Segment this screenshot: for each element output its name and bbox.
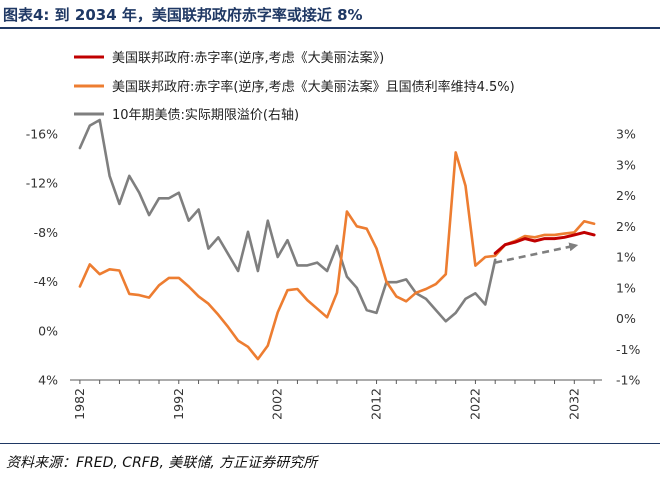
legend-label: 10年期美债:实际期限溢价(右轴): [112, 108, 299, 123]
y-right-tick-label: 0%: [616, 311, 636, 326]
y-right-tick-label: 1%: [616, 280, 636, 295]
x-tick-label: 2012: [369, 388, 384, 420]
y-left-tick-label: -16%: [26, 127, 58, 142]
x-tick-label: 1982: [72, 388, 87, 420]
x-tick-label: 2032: [566, 388, 581, 420]
source-note: 资料来源：FRED, CRFB, 美联储, 方正证券研究所: [6, 455, 318, 471]
y-left-tick-label: -4%: [34, 274, 58, 289]
deficit-orange-line: [78, 151, 596, 361]
y-right-tick-label: -1%: [616, 373, 640, 388]
term-premium-gray-line: [78, 118, 497, 323]
y-right-tick-label: 3%: [616, 127, 636, 142]
y-left-tick-label: 4%: [38, 373, 58, 388]
figure-title: 图表4: 到 2034 年，美国联邦政府赤字率或接近 8%: [3, 6, 363, 24]
x-tick-label: 2022: [467, 388, 482, 420]
y-left-tick-label: -8%: [34, 225, 58, 240]
chart-axes: -16% -12% -8% -4% 0% 4% 3% 3% 2% 2% 1% 1% 0% -1% -1% 19…: [26, 127, 641, 420]
legend-label: 美国联邦政府:赤字率(逆序,考虑《大美丽法案》且国债利率维持4.5%): [112, 79, 515, 95]
chart-legend: 美国联邦政府:赤字率(逆序,考虑《大美丽法案》) 美国联邦政府:赤字率(逆序,考虑…: [74, 50, 515, 123]
x-tick-label: 2002: [270, 388, 285, 420]
deficit-dark-red-line: [493, 230, 596, 255]
y-left-tick-label: -12%: [26, 176, 58, 191]
y-right-tick-label: -1%: [616, 342, 640, 357]
trend-dashed-arrow: [494, 242, 579, 264]
y-right-tick-label: 3%: [616, 157, 636, 172]
title-rule: [0, 27, 660, 29]
legend-label: 美国联邦政府:赤字率(逆序,考虑《大美丽法案》): [112, 50, 384, 66]
source-rule: [0, 443, 660, 444]
x-tick-label: 1992: [171, 388, 186, 420]
y-left-tick-label: 0%: [38, 323, 58, 338]
y-right-tick-label: 1%: [616, 250, 636, 265]
y-right-tick-label: 2%: [616, 188, 636, 203]
chart-plot-area: [78, 118, 596, 361]
y-right-tick-label: 2%: [616, 219, 636, 234]
